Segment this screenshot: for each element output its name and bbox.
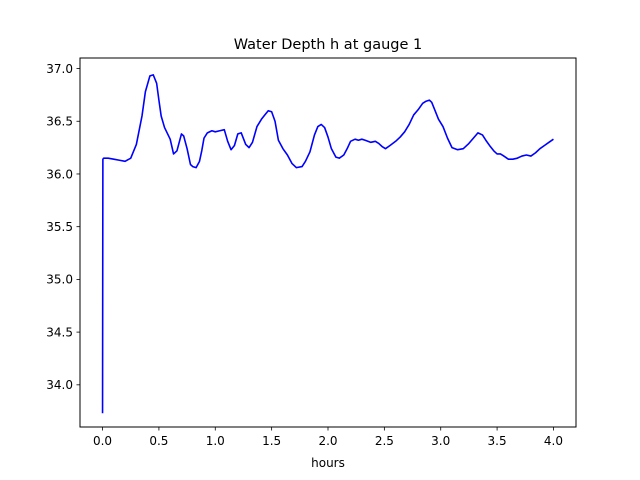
series-layer	[101, 74, 554, 414]
y-tick-label: 34.0	[46, 378, 73, 392]
y-tick-label: 37.0	[46, 62, 73, 76]
x-tick-label: 2.5	[375, 434, 394, 448]
x-tick-label: 3.5	[488, 434, 507, 448]
x-tick-label: 4.0	[544, 434, 563, 448]
x-tick-label: 1.0	[206, 434, 225, 448]
x-tick-label: 2.0	[318, 434, 337, 448]
x-tick-label: 3.0	[431, 434, 450, 448]
y-tick-label: 36.0	[46, 167, 73, 181]
plot-frame	[79, 57, 577, 428]
y-axis-ticks: 34.0 34.5 35.0 35.5 36.0 36.5 37.0	[46, 62, 80, 392]
y-tick-label: 35.0	[46, 273, 73, 287]
x-tick-label: 0.0	[93, 434, 112, 448]
x-tick-label: 0.5	[149, 434, 168, 448]
x-axis-label: hours	[311, 456, 345, 470]
series-line-0	[101, 74, 554, 414]
x-tick-label: 1.5	[262, 434, 281, 448]
y-tick-label: 35.5	[46, 220, 73, 234]
x-axis-ticks: 0.0 0.5 1.0 1.5 2.0 2.5 3.0 3.5 4.0	[93, 427, 563, 448]
y-tick-label: 36.5	[46, 115, 73, 129]
y-tick-label: 34.5	[46, 325, 73, 339]
chart-title: Water Depth h at gauge 1	[234, 37, 422, 53]
